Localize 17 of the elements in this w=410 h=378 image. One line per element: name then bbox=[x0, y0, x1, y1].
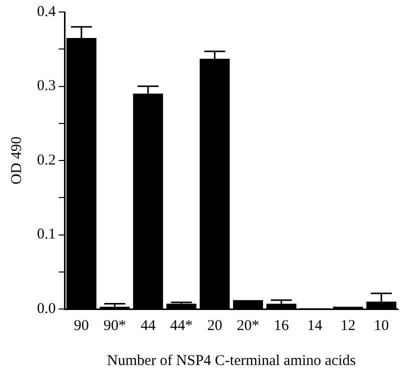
x-axis-title: Number of NSP4 C-terminal amino acids bbox=[107, 352, 356, 369]
y-tick-label: 0.2 bbox=[37, 152, 56, 168]
x-tick-label: 20* bbox=[236, 318, 260, 334]
y-tick-label: 0.0 bbox=[37, 300, 56, 317]
y-axis-title: OD 490 bbox=[8, 136, 25, 184]
y-tick-label: 0.4 bbox=[37, 4, 56, 20]
x-tick-label: 44 bbox=[140, 318, 156, 334]
y-tick-label: 0.3 bbox=[37, 78, 56, 94]
x-tick-label: 16 bbox=[274, 318, 290, 334]
x-tick-label: 44* bbox=[170, 318, 193, 334]
x-tick-label: 90 bbox=[74, 318, 89, 334]
x-tick-label: 14 bbox=[307, 318, 323, 334]
x-tick-label: 10 bbox=[374, 318, 389, 334]
x-tick-label: 20 bbox=[207, 318, 222, 334]
x-tick-label: 90* bbox=[103, 318, 126, 334]
y-tick-label: 0.1 bbox=[37, 226, 56, 243]
x-tick-label: 12 bbox=[340, 318, 356, 334]
